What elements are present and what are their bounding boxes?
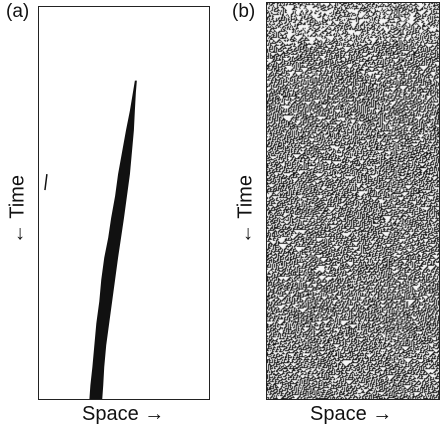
panel-b-time-axis-label: ← Time bbox=[234, 175, 257, 244]
panel-a-streak bbox=[89, 80, 137, 399]
panel-a-spacetime-svg bbox=[44, 80, 137, 399]
panel-a-small-mark bbox=[44, 174, 48, 191]
panel-b-noise-texture bbox=[267, 3, 439, 399]
panel-b-space-axis-label: Space → bbox=[310, 403, 393, 425]
panel-a-label: (a) bbox=[6, 1, 30, 22]
panel-a-spacetime-plot bbox=[38, 6, 210, 400]
panel-a-time-axis-label: ← Time bbox=[6, 175, 29, 244]
panel-a-space-axis-label: Space → bbox=[82, 403, 165, 425]
panel-b-spacetime-plot bbox=[266, 2, 440, 400]
panel-b-label: (b) bbox=[232, 1, 256, 22]
